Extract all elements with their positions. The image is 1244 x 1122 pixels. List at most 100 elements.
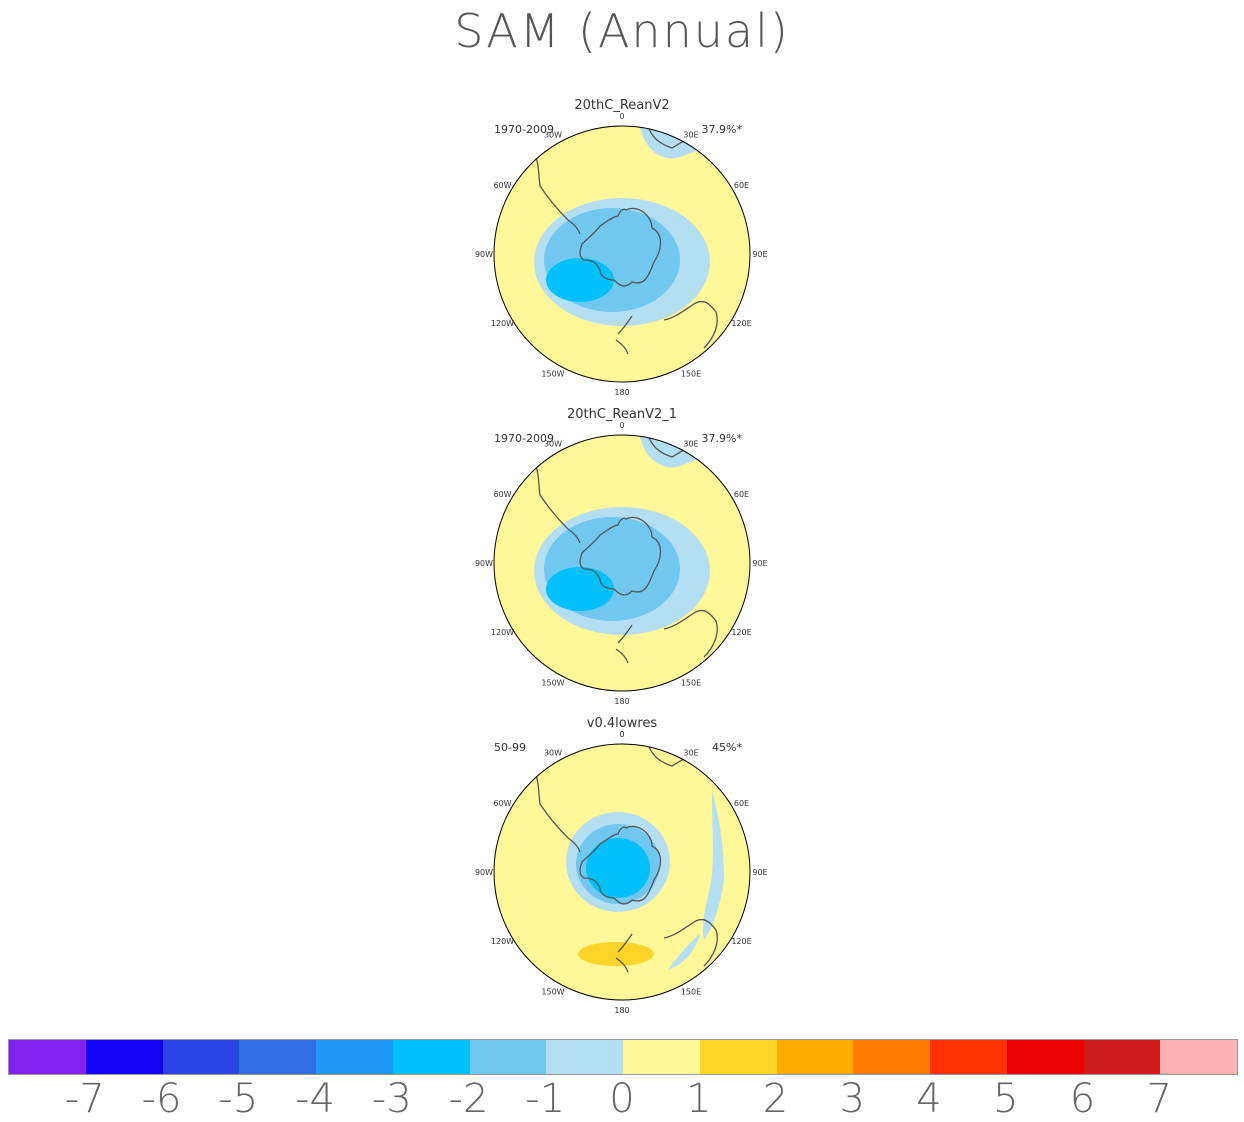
panel-period: 1970-2009: [494, 432, 554, 445]
longitude-label: 30W: [544, 440, 562, 449]
coastline-samerica: [527, 143, 581, 235]
longitude-label: 120W: [491, 628, 514, 637]
coastline-australia: [663, 300, 718, 349]
longitude-label: 30W: [544, 749, 562, 758]
colorbar-swatch: [469, 1040, 547, 1074]
colorbar-tick-label: 4: [916, 1076, 942, 1122]
coastline-antarctica: [579, 207, 662, 287]
colorbar-tick-label: -3: [371, 1076, 412, 1122]
colorbar-swatch: [316, 1040, 393, 1074]
panel-title: 20thC_ReanV2: [574, 98, 670, 113]
longitude-label: 60E: [734, 799, 749, 808]
colorbar-tick-label: -4: [295, 1076, 335, 1122]
polar-map: 0 30E 60E 90E 120E 150E 180 150W 120W 90W 60W 30W: [475, 421, 768, 705]
coastline-australia: [663, 918, 718, 967]
map-panel: v0.4lowres 50-99 45%* 0 30E 60E 90E 120E 150E 180…: [468, 716, 776, 1014]
longitude-label: 150E: [681, 679, 701, 688]
colorbar-swatch: [85, 1040, 163, 1074]
colorbar-tick-label: 3: [839, 1076, 865, 1122]
longitude-label: 60W: [493, 181, 511, 190]
longitude-label: 60W: [493, 799, 511, 808]
longitude-label: 60E: [734, 181, 749, 190]
longitude-label: 0: [619, 112, 624, 121]
longitude-label: 30W: [544, 131, 562, 140]
colorbar: [8, 1039, 1238, 1075]
colorbar-tick-label: 1: [686, 1076, 712, 1122]
longitude-label: 0: [619, 730, 624, 739]
panel-period: 50-99: [494, 741, 526, 754]
panel-variance: 37.9%*: [701, 123, 742, 136]
longitude-label: 120W: [491, 937, 514, 946]
longitude-label: 150E: [681, 988, 701, 997]
longitude-label: 120W: [491, 319, 514, 328]
longitude-label: 90E: [752, 250, 767, 259]
coastline-samerica: [527, 761, 581, 853]
colorbar-swatch: [239, 1040, 316, 1074]
longitude-label: 90W: [475, 559, 493, 568]
longitude-label: 150W: [541, 679, 564, 688]
colorbar-tick-label: 2: [762, 1076, 789, 1122]
longitude-label: 60W: [493, 490, 511, 499]
map-panel: 20thC_ReanV2_1 1970-2009 37.9%* 0 30E 60E 90E 1…: [468, 407, 776, 705]
longitude-label: 120E: [731, 319, 751, 328]
coastline-antarctica: [579, 516, 662, 596]
longitude-label: 180: [614, 697, 629, 705]
polar-map: 0 30E 60E 90E 120E 150E 180 150W 120W 90W 60W 30W: [475, 730, 768, 1014]
contour-region: [546, 567, 614, 611]
colorbar-swatch: [930, 1040, 1007, 1074]
colorbar-swatch: [776, 1040, 854, 1074]
contour-region: [586, 838, 650, 898]
map-boundary: [493, 743, 751, 1001]
chart-title: SAM (Annual): [454, 4, 790, 58]
longitude-label: 120E: [731, 628, 751, 637]
panel-period: 1970-2009: [494, 123, 554, 136]
contour-region: [702, 790, 724, 940]
colorbar-swatch: [1160, 1040, 1237, 1074]
colorbar-swatch: [853, 1040, 930, 1074]
longitude-label: 150W: [541, 370, 564, 379]
polar-map: 0 30E 60E 90E 120E 150E 180 150W 120W 90W 60W 30W: [475, 112, 768, 396]
contour-region: [578, 942, 654, 966]
longitude-label: 90W: [475, 250, 493, 259]
coastline-nz: [615, 933, 633, 973]
longitude-label: 180: [614, 1006, 629, 1014]
colorbar-swatch: [162, 1040, 240, 1074]
contour-region: [546, 258, 614, 302]
panel-title: 20thC_ReanV2_1: [566, 407, 678, 422]
longitude-label: 150W: [541, 988, 564, 997]
colorbar-swatch: [699, 1040, 777, 1074]
colorbar-tick-label: 0: [609, 1076, 635, 1122]
colorbar-swatch: [623, 1040, 700, 1074]
longitude-label: 0: [619, 421, 624, 430]
longitude-label: 30E: [683, 749, 698, 758]
longitude-label: 150E: [681, 370, 701, 379]
colorbar-tick-label: -6: [141, 1076, 182, 1122]
coastline-antarctica: [579, 825, 662, 905]
colorbar-tick-label: -2: [448, 1076, 489, 1122]
longitude-label: 90W: [475, 868, 493, 877]
colorbar-tick-label: -7: [64, 1076, 105, 1122]
colorbar-tick-label: -5: [218, 1076, 259, 1122]
longitude-label: 120E: [731, 937, 751, 946]
map-panel: 20thC_ReanV2 1970-2009 37.9%* 0 30E 60E 90E 120…: [468, 98, 776, 396]
longitude-label: 60E: [734, 490, 749, 499]
panel-variance: 45%*: [712, 741, 742, 754]
coastline-samerica: [527, 452, 581, 544]
colorbar-swatch: [546, 1040, 623, 1074]
colorbar-labels: -7 -6 -5 -4 -3 -2 -1 0 1 2 3 4 5 6 7: [8, 1076, 1236, 1122]
map-boundary: [493, 434, 751, 692]
colorbar-swatch: [1006, 1040, 1084, 1074]
panel-title: v0.4lowres: [586, 716, 658, 731]
map-boundary: [493, 125, 751, 383]
longitude-label: 90E: [752, 868, 767, 877]
colorbar-swatch: [9, 1040, 86, 1074]
colorbar-tick-label: 5: [993, 1076, 1019, 1122]
panel-variance: 37.9%*: [701, 432, 742, 445]
coastline-nz: [615, 315, 633, 355]
longitude-label: 30E: [683, 131, 698, 140]
colorbar-swatch: [392, 1040, 470, 1074]
longitude-label: 90E: [752, 559, 767, 568]
longitude-label: 180: [614, 388, 629, 396]
coastline-australia: [663, 609, 718, 658]
colorbar-swatch: [1083, 1040, 1161, 1074]
